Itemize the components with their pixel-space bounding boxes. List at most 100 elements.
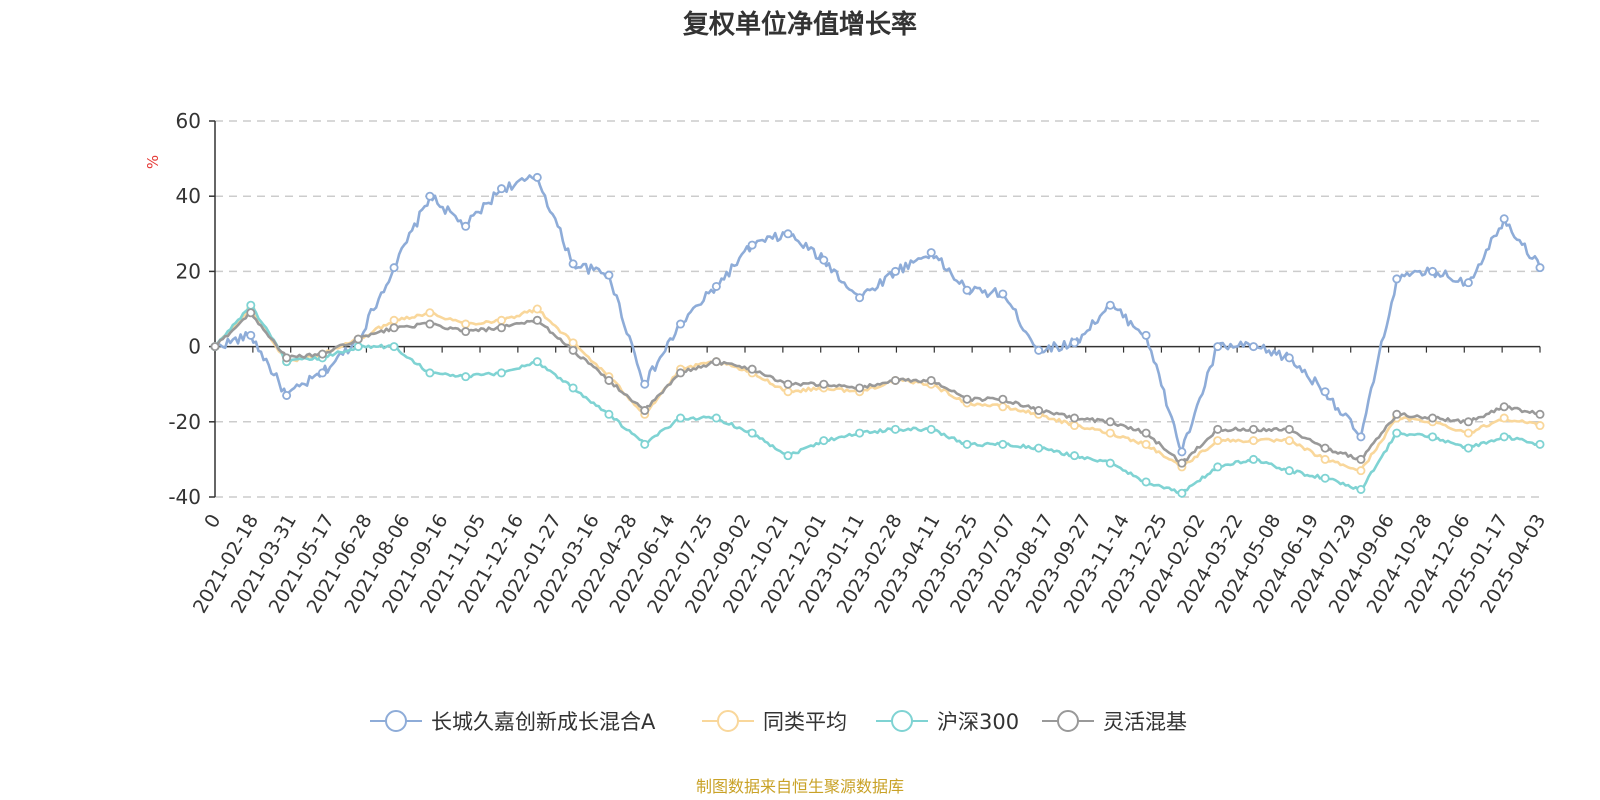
data-point [604,375,614,385]
data-point [1105,458,1115,468]
data-point [389,263,399,273]
data-point [1392,274,1402,284]
data-point [532,172,542,182]
data-point [353,334,363,344]
data-point [1177,447,1187,457]
data-point [461,319,471,329]
data-point [282,390,292,400]
data-point [1392,428,1402,438]
data-point [1535,263,1545,273]
data-point [1069,421,1079,431]
data-point [1141,477,1151,487]
data-point [568,383,578,393]
data-point [962,439,972,449]
data-point [461,221,471,231]
data-point [676,413,686,423]
data-point [389,315,399,325]
legend-marker-icon [717,710,739,732]
legend-item[interactable]: 同类平均 [702,710,847,734]
data-point [496,184,506,194]
data-point [640,439,650,449]
data-point [926,248,936,258]
data-point [1069,338,1079,348]
data-point [532,315,542,325]
data-point [998,394,1008,404]
data-point [353,342,363,352]
data-point [1284,466,1294,476]
data-point [461,327,471,337]
legend-label: 灵活混基 [1103,710,1187,734]
data-point [1428,432,1438,442]
data-point [1356,454,1366,464]
data-point [1141,439,1151,449]
data-point [1034,406,1044,416]
data-point [1177,458,1187,468]
series-line [214,311,1541,465]
legend-item[interactable]: 灵活混基 [1042,710,1187,734]
data-point [998,289,1008,299]
data-point [819,379,829,389]
data-point [1141,428,1151,438]
data-point [676,319,686,329]
data-point [747,364,757,374]
y-tick-label: 60 [176,109,201,133]
source-note: 制图数据来自恒生聚源数据库 [696,777,904,796]
data-point [1463,417,1473,427]
data-point [676,368,686,378]
data-point [747,240,757,250]
data-point [962,285,972,295]
data-point [1392,409,1402,419]
data-point [1177,488,1187,498]
data-point [855,293,865,303]
data-point [1535,409,1545,419]
data-point [1213,342,1223,352]
data-point [747,428,757,438]
legend: 长城久嘉创新成长混合A 同类平均 沪深300 灵活混基 [370,710,1187,734]
legend-label: 同类平均 [763,710,847,734]
legend-label: 长城久嘉创新成长混合A [431,710,656,734]
y-axis-unit: % [144,155,162,169]
data-point [317,349,327,359]
data-point [1249,342,1259,352]
data-point [1069,451,1079,461]
data-point [1535,439,1545,449]
legend-item[interactable]: 长城久嘉创新成长混合A [370,710,656,734]
data-point [640,379,650,389]
data-point [711,357,721,367]
data-point [711,281,721,291]
data-point [1249,436,1259,446]
data-point [1499,402,1509,412]
data-point [1213,436,1223,446]
data-point [568,338,578,348]
data-point [926,375,936,385]
data-point [1320,454,1330,464]
data-point [1356,484,1366,494]
data-point [819,255,829,265]
data-point [1034,345,1044,355]
legend-marker-icon [385,710,407,732]
data-point [998,439,1008,449]
data-point [1105,428,1115,438]
data-point [783,379,793,389]
data-point [496,323,506,333]
series-line [213,307,1541,472]
data-point [1499,413,1509,423]
data-point [568,345,578,355]
data-point [461,372,471,382]
data-point [890,375,900,385]
data-point [1213,424,1223,434]
data-point [532,357,542,367]
data-point [783,451,793,461]
data-point [711,413,721,423]
data-point [1069,413,1079,423]
data-point [1284,353,1294,363]
data-point [425,191,435,201]
legend-item[interactable]: 沪深300 [876,710,1019,734]
y-tick-label: 0 [188,335,201,359]
data-point [246,330,256,340]
data-point [1463,278,1473,288]
data-point [783,229,793,239]
data-point [210,342,220,352]
data-point [1428,413,1438,423]
y-tick-label: -40 [168,485,201,509]
